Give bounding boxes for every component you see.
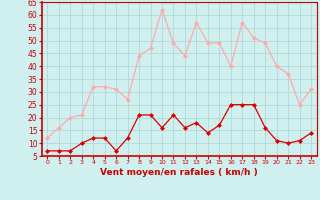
X-axis label: Vent moyen/en rafales ( km/h ): Vent moyen/en rafales ( km/h ) <box>100 168 258 177</box>
